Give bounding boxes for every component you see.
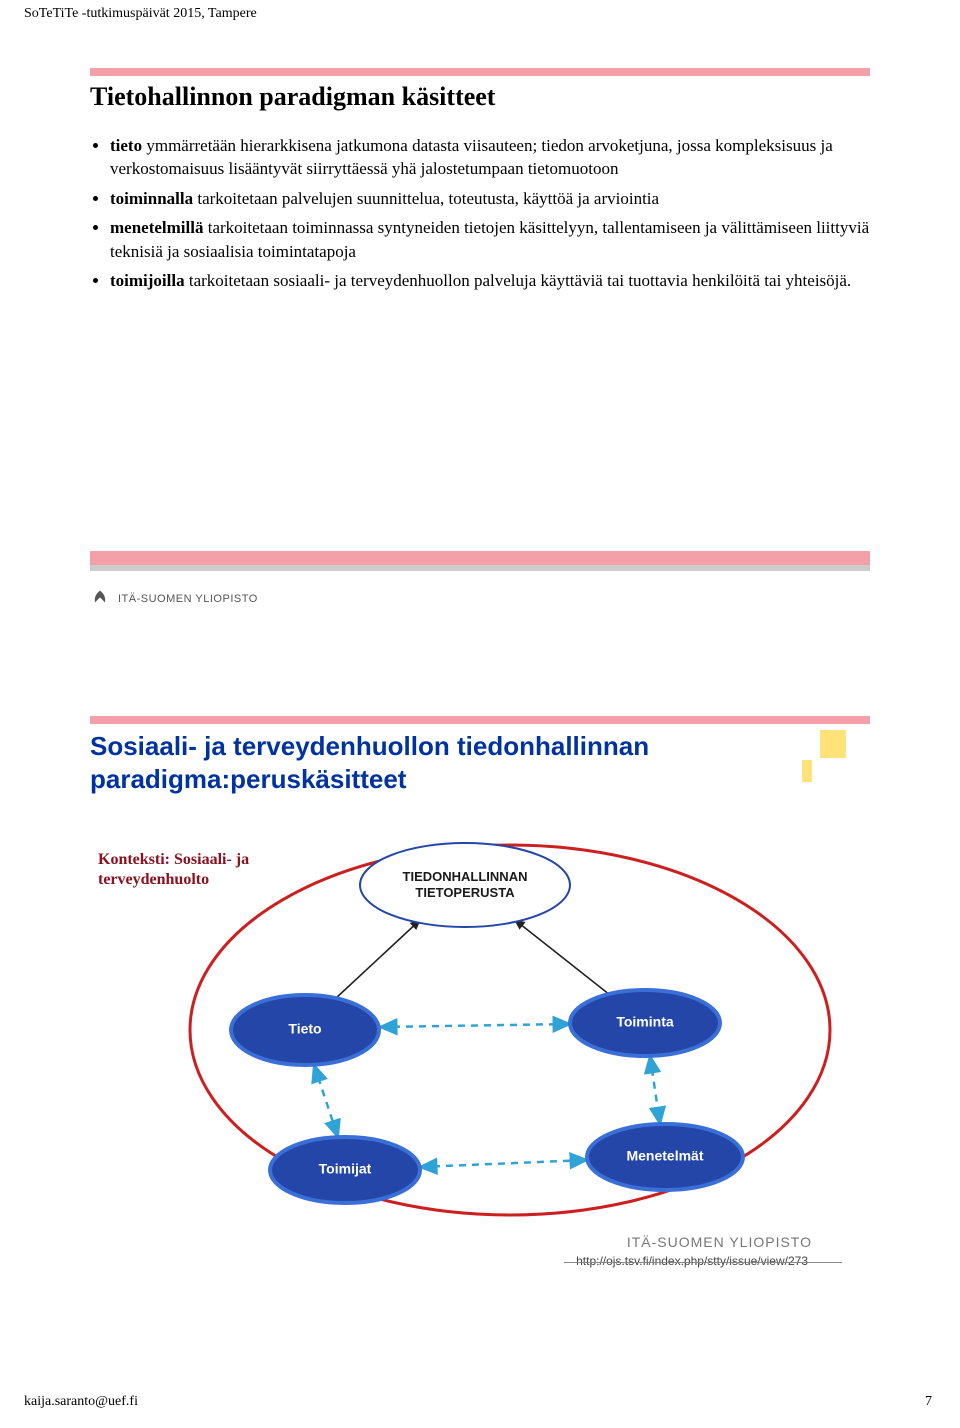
- rest-tieto: ymmärretään hierarkkisena jatkumona data…: [110, 136, 833, 178]
- uef-label-2: ITÄ-SUOMEN YLIOPISTO: [627, 1234, 812, 1250]
- yellow-accent-block: [820, 730, 846, 758]
- bullet-menetelmilla: menetelmillä tarkoitetaan toiminnassa sy…: [110, 216, 870, 263]
- edge-toiminta-menetelmat: [650, 1056, 660, 1124]
- footer-page-number: 7: [925, 1394, 932, 1410]
- node-tieto-label: Tieto: [288, 1021, 321, 1037]
- paradigm-diagram: Konteksti: Sosiaali- ja terveydenhuolto: [90, 805, 850, 1235]
- rest-toimijoilla: tarkoitetaan sosiaali- ja terveydenhuoll…: [185, 271, 852, 290]
- edge-tieto-top: [335, 920, 420, 999]
- slide-1: Tietohallinnon paradigman käsitteet tiet…: [90, 68, 870, 623]
- term-menetelmilla: menetelmillä: [110, 218, 203, 237]
- rest-menetelmilla: tarkoitetaan toiminnassa syntyneiden tie…: [110, 218, 869, 260]
- page: SoTeTiTe -tutkimuspäivät 2015, Tampere T…: [0, 0, 960, 1428]
- pink-bar-top: [90, 68, 870, 76]
- diagram-svg: TIEDONHALLINNAN TIETOPERUSTA Tieto Toimi…: [90, 805, 850, 1235]
- edge-toimijat-menetelmat: [420, 1160, 587, 1167]
- yellow-accent: [806, 730, 846, 790]
- slide1-title: Tietohallinnon paradigman käsitteet: [90, 82, 870, 112]
- top-label-l2: TIETOPERUSTA: [415, 885, 515, 900]
- footer-email: kaija.saranto@uef.fi: [24, 1394, 138, 1410]
- slide2-title-l1: Sosiaali- ja terveydenhuollon tiedonhall…: [90, 731, 649, 761]
- yellow-accent-block-2: [802, 760, 812, 782]
- term-toiminnalla: toiminnalla: [110, 189, 193, 208]
- slide2-title: Sosiaali- ja terveydenhuollon tiedonhall…: [90, 730, 870, 795]
- page-header: SoTeTiTe -tutkimuspäivät 2015, Tampere: [24, 6, 257, 22]
- bar-pink: [90, 551, 870, 565]
- node-toiminta-label: Toiminta: [616, 1014, 674, 1030]
- term-toimijoilla: toimijoilla: [110, 271, 185, 290]
- edge-tieto-toimijat: [314, 1065, 338, 1137]
- bullet-toiminnalla: toiminnalla tarkoitetaan palvelujen suun…: [110, 187, 870, 210]
- bar-grey: [90, 565, 870, 571]
- bullet-toimijoilla: toimijoilla tarkoitetaan sosiaali- ja te…: [110, 269, 870, 292]
- node-menetelmat: Menetelmät: [587, 1124, 743, 1190]
- slide1-bottom-bars: [90, 551, 870, 571]
- rest-toiminnalla: tarkoitetaan palvelujen suunnittelua, to…: [193, 189, 659, 208]
- slide-2: Sosiaali- ja terveydenhuollon tiedonhall…: [90, 716, 870, 1296]
- term-tieto: tieto: [110, 136, 142, 155]
- bullet-tieto: tieto ymmärretään hierarkkisena jatkumon…: [110, 134, 870, 181]
- node-toimijat: Toimijat: [270, 1137, 420, 1203]
- node-toimijat-label: Toimijat: [319, 1161, 372, 1177]
- node-menetelmat-label: Menetelmät: [626, 1148, 703, 1164]
- uef-leaf-icon: [90, 589, 110, 609]
- edge-toiminta-top: [515, 920, 610, 995]
- edge-tieto-toiminta: [380, 1024, 570, 1027]
- slide2-title-l2: paradigma:peruskäsitteet: [90, 764, 406, 794]
- node-toiminta: Toiminta: [570, 990, 720, 1056]
- top-label-l1: TIEDONHALLINNAN: [403, 869, 528, 884]
- source-link: http://ojs.tsv.fi/index.php/stty/issue/v…: [576, 1254, 808, 1268]
- uef-label: ITÄ-SUOMEN YLIOPISTO: [118, 593, 258, 605]
- node-tieto: Tieto: [231, 995, 379, 1065]
- uef-logo: ITÄ-SUOMEN YLIOPISTO: [90, 589, 258, 609]
- pink-bar-top-2: [90, 716, 870, 724]
- slide1-bullets: tieto ymmärretään hierarkkisena jatkumon…: [90, 134, 870, 293]
